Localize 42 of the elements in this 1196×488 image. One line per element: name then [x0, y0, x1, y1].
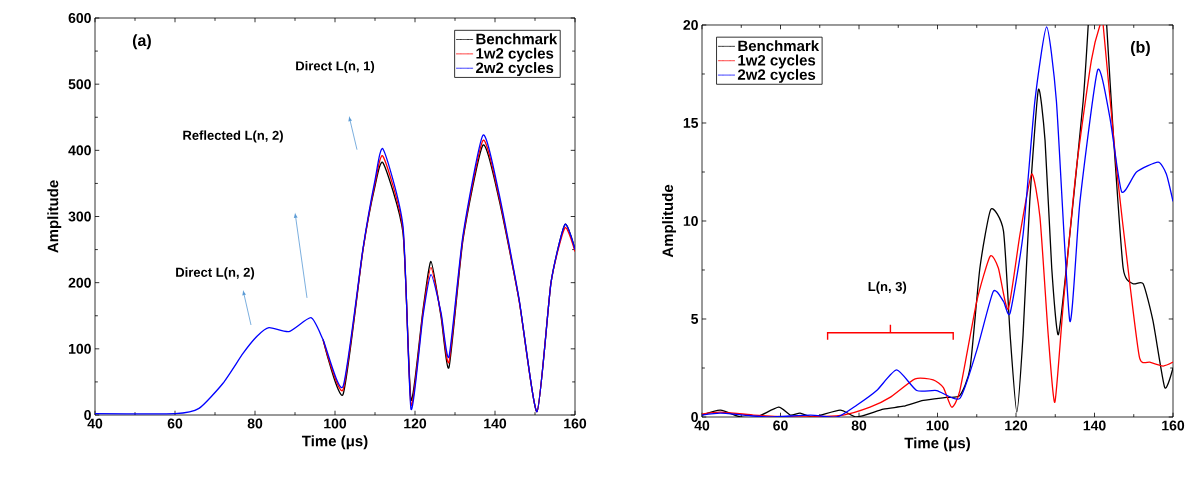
legend-label: 1w2 cycles [738, 54, 816, 69]
y-tick-label: 10 [683, 216, 698, 226]
text: (a) [132, 34, 151, 50]
y-tick-label: 400 [68, 145, 91, 156]
legend-label: Benchmark [738, 40, 820, 52]
annotation: Reflected L(n, 2) [183, 130, 283, 143]
x-tick-label: 160 [1162, 420, 1185, 431]
legend-label: 1w2 cycles [476, 47, 554, 62]
x-tick-label: 100 [324, 418, 347, 429]
x-tick-label: 60 [167, 418, 183, 429]
x-tick-label: 120 [1005, 420, 1028, 431]
y-tick-label: 20 [683, 20, 698, 30]
x-tick-label: 140 [1083, 420, 1106, 431]
annotation: L(n, 3) [868, 281, 907, 294]
x-tick-label: 120 [404, 418, 427, 429]
x-axis-title: Time (μs) [301, 435, 368, 450]
x-tick-label: 80 [851, 420, 867, 431]
y-tick-label: 600 [68, 13, 91, 23]
y-tick-label: 200 [68, 277, 91, 288]
x-tick-label: 80 [247, 418, 263, 429]
y-tick-label: 0 [691, 412, 698, 422]
y-tick-label: 500 [68, 79, 91, 90]
x-tick-label: 40 [694, 420, 710, 431]
x-tick-label: 140 [484, 418, 507, 429]
y-axis-title: Amplitude [47, 180, 62, 253]
annotation: Direct L(n, 2) [176, 267, 255, 280]
text: (b) [1131, 41, 1150, 56]
x-axis-title: Time (μs) [904, 437, 970, 452]
legend-label: 2w2 cycles [476, 62, 554, 77]
x-tick-label: 60 [773, 420, 788, 431]
y-axis-title: Amplitude [662, 184, 677, 258]
legend-label: 2w2 cycles [737, 68, 816, 83]
annotation: Direct L(n, 1) [296, 60, 375, 74]
y-tick-label: 300 [68, 211, 91, 222]
x-tick-label: 160 [564, 418, 587, 429]
legend-label: Benchmark [476, 33, 558, 45]
y-tick-label: 0 [84, 410, 91, 420]
y-tick-label: 5 [691, 314, 699, 324]
y-tick-label: 100 [68, 343, 91, 354]
x-tick-label: 40 [87, 418, 103, 429]
y-tick-label: 15 [683, 118, 699, 128]
x-tick-label: 100 [926, 420, 949, 431]
